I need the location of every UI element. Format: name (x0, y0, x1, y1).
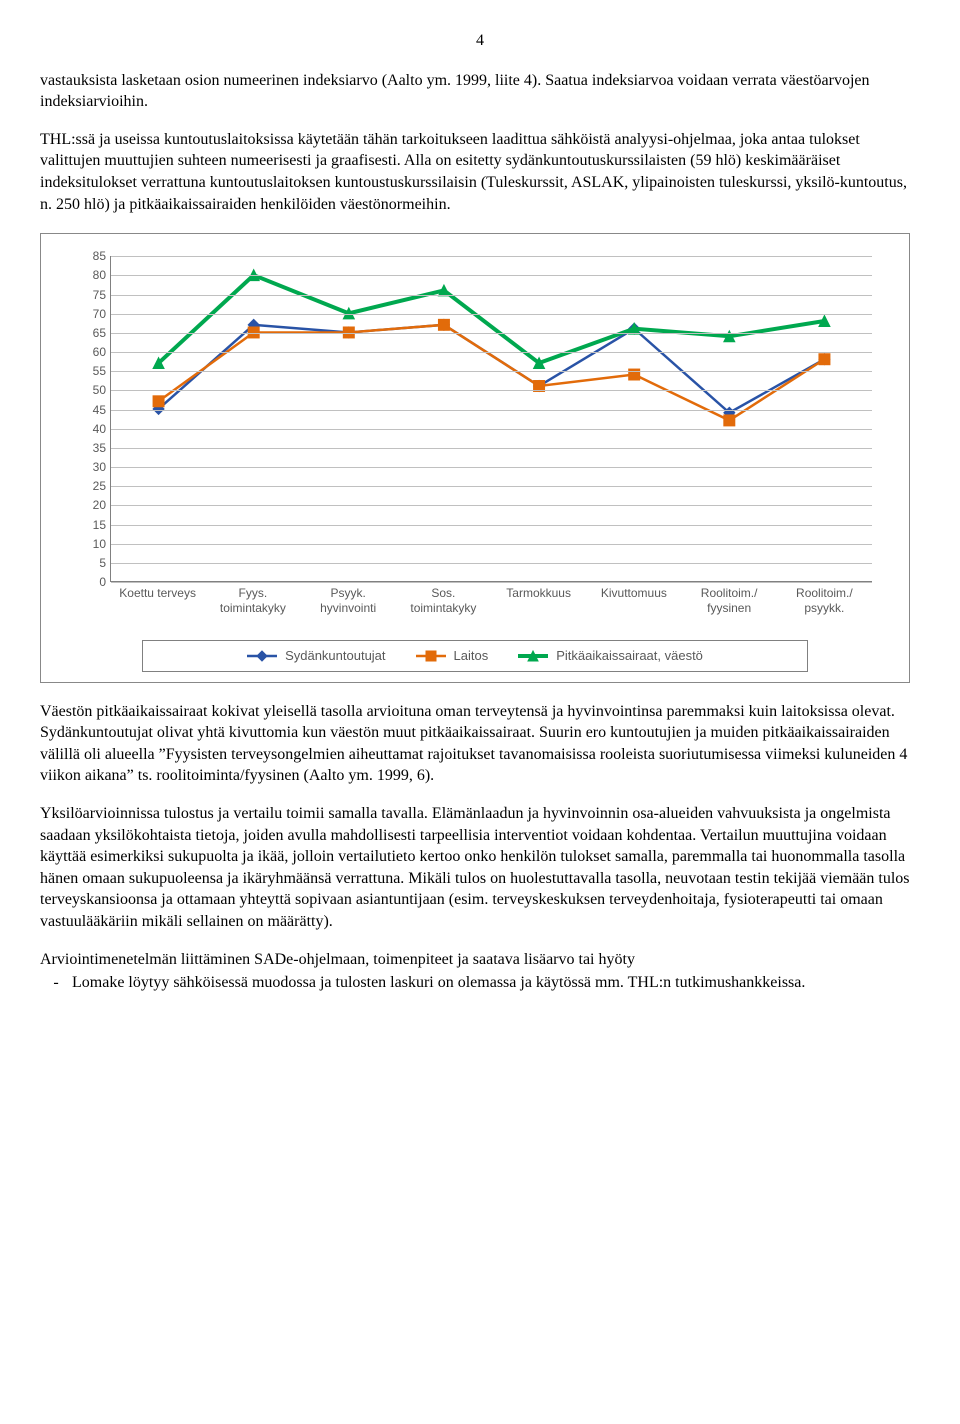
y-tick-label: 55 (70, 363, 106, 379)
legend-swatch (247, 649, 277, 663)
y-tick-label: 70 (70, 306, 106, 322)
legend-label: Sydänkuntoutujat (285, 647, 385, 665)
y-tick-label: 25 (70, 478, 106, 494)
gridline (111, 371, 872, 372)
gridline (111, 563, 872, 564)
legend-label: Laitos (454, 647, 489, 665)
page-root: 4 vastauksista lasketaan osion numeerine… (0, 0, 960, 1050)
legend-item: Sydänkuntoutujat (247, 647, 385, 665)
gridline (111, 582, 872, 583)
gridline (111, 486, 872, 487)
gridline (111, 525, 872, 526)
legend-item: Laitos (416, 647, 489, 665)
y-tick-label: 30 (70, 459, 106, 475)
chart-container: 0 5 10 15 20 25 30 35 40 45 50 55 60 65 70 75 80 85 Koettu… (40, 233, 910, 683)
gridline (111, 295, 872, 296)
series-line (159, 325, 825, 421)
y-tick-label: 50 (70, 382, 106, 398)
x-tick-label: Roolitoim./fyysinen (684, 586, 774, 628)
x-tick-label: Psyyk.hyvinvointi (303, 586, 393, 628)
gridline (111, 410, 872, 411)
y-tick-label: 5 (70, 555, 106, 571)
gridline (111, 275, 872, 276)
x-tick-label: Kivuttomuus (589, 586, 679, 628)
gridline (111, 352, 872, 353)
gridline (111, 429, 872, 430)
y-tick-label: 0 (70, 574, 106, 590)
gridline (111, 314, 872, 315)
gridline (111, 505, 872, 506)
legend-label: Pitkäaikaissairaat, väestö (556, 647, 703, 665)
page-number: 4 (40, 30, 920, 52)
series-marker (153, 396, 164, 407)
bullet-dash-icon: - (40, 972, 72, 994)
bullet-list: - Lomake löytyy sähköisessä muodossa ja … (40, 972, 920, 994)
y-tick-label: 85 (70, 248, 106, 264)
gridline (111, 448, 872, 449)
y-tick-label: 80 (70, 267, 106, 283)
paragraph-4: Yksilöarvioinnissa tulostus ja vertailu … (40, 803, 920, 933)
y-tick-label: 35 (70, 440, 106, 456)
series-marker (819, 354, 830, 365)
y-tick-label: 75 (70, 286, 106, 302)
y-tick-label: 20 (70, 497, 106, 513)
bullet-text-1: Lomake löytyy sähköisessä muodossa ja tu… (72, 972, 920, 994)
gridline (111, 333, 872, 334)
legend-item: Pitkäaikaissairaat, väestö (518, 647, 703, 665)
series-line (159, 275, 825, 363)
heading-arv: Arviointimenetelmän liittäminen SADe-ohj… (40, 949, 920, 971)
series-marker (724, 415, 735, 426)
chart-legend: Sydänkuntoutujat Laitos Pitkäaikaissairaat… (142, 640, 808, 672)
paragraph-2: THL:ssä ja useissa kuntoutuslaitoksissa … (40, 129, 920, 215)
x-tick-label: Roolitoim./psyykk. (779, 586, 869, 628)
legend-swatch (518, 649, 548, 663)
y-tick-label: 65 (70, 325, 106, 341)
plot-area (110, 256, 872, 582)
gridline (111, 256, 872, 257)
x-tick-label: Tarmokkuus (494, 586, 584, 628)
y-tick-label: 60 (70, 344, 106, 360)
series-marker (438, 319, 449, 330)
bullet-item-1: - Lomake löytyy sähköisessä muodossa ja … (40, 972, 920, 994)
gridline (111, 390, 872, 391)
y-tick-label: 40 (70, 421, 106, 437)
paragraph-1: vastauksista lasketaan osion numeerinen … (40, 70, 920, 113)
chart-svg (111, 256, 872, 581)
x-tick-label: Koettu terveys (113, 586, 203, 628)
legend-swatch (416, 649, 446, 663)
y-tick-label: 45 (70, 401, 106, 417)
line-chart-plot: 0 5 10 15 20 25 30 35 40 45 50 55 60 65 70 75 80 85 Koettu… (70, 248, 880, 628)
y-tick-label: 10 (70, 536, 106, 552)
paragraph-3: Väestön pitkäaikaissairaat kokivat yleis… (40, 701, 920, 787)
gridline (111, 467, 872, 468)
gridline (111, 544, 872, 545)
x-tick-label: Fyys.toimintakyky (208, 586, 298, 628)
x-tick-label: Sos.toimintakyky (398, 586, 488, 628)
y-tick-label: 15 (70, 517, 106, 533)
